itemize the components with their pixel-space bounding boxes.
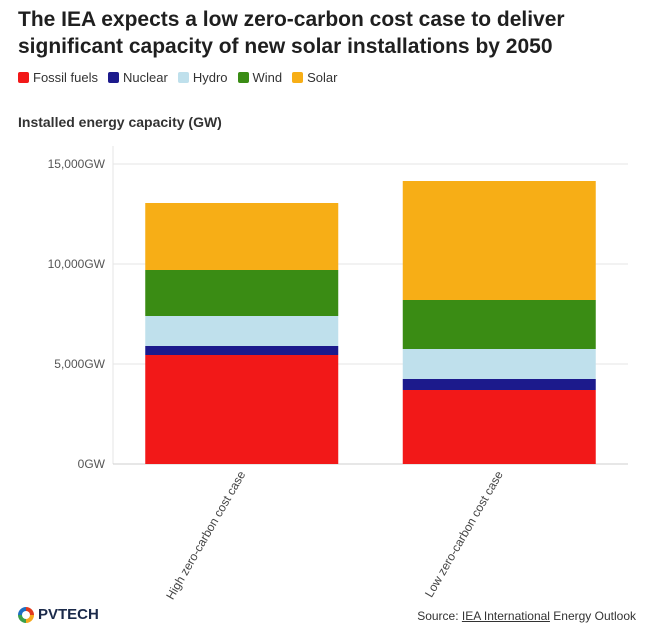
source-note: Source: IEA International Energy Outlook <box>417 609 636 623</box>
legend: Fossil fuels Nuclear Hydro Wind Solar <box>18 70 338 85</box>
legend-swatch-solar <box>292 72 304 83</box>
x-category-label-2: Low zero-carbon cost case <box>422 468 506 599</box>
pvtech-logo-text: PVTECH <box>38 606 99 623</box>
bar-fossil-fuels-2 <box>402 390 596 464</box>
bar-wind-1 <box>145 270 339 316</box>
legend-label-solar: Solar <box>307 70 338 85</box>
y-tick-label-15000: 15,000GW <box>48 157 106 171</box>
legend-label-wind: Wind <box>252 70 283 85</box>
legend-label-hydro: Hydro <box>192 70 228 85</box>
y-tick-label-10000: 10,000GW <box>48 257 106 271</box>
chart-title: The IEA expects a low zero-carbon cost c… <box>18 8 565 58</box>
x-category-label-1: High zero-carbon cost case <box>163 468 248 600</box>
bar-fossil-fuels-1 <box>145 355 339 464</box>
source-suffix: Energy Outlook <box>549 609 636 623</box>
y-tick-label-0: 0GW <box>78 457 106 471</box>
legend-swatch-wind <box>237 72 249 83</box>
bar-nuclear-1 <box>145 346 339 355</box>
source-prefix: Source: <box>417 609 462 623</box>
legend-item-hydro: Hydro <box>177 70 228 85</box>
bar-solar-2 <box>402 181 596 300</box>
bar-hydro-2 <box>402 349 596 379</box>
bar-nuclear-2 <box>402 379 596 390</box>
legend-item-solar: Solar <box>292 70 338 85</box>
y-tick-label-5000: 5,000GW <box>54 357 105 371</box>
legend-swatch-nuclear <box>108 72 120 83</box>
legend-label-fossil-fuels: Fossil fuels <box>33 70 99 85</box>
pvtech-logo-icon <box>18 606 34 623</box>
legend-swatch-fossil-fuels <box>18 72 29 83</box>
bar-solar-1 <box>145 203 339 270</box>
legend-item-fossil-fuels: Fossil fuels <box>18 70 98 85</box>
y-axis-title: Installed energy capacity (GW) <box>18 114 222 130</box>
legend-swatch-hydro <box>177 72 189 83</box>
stacked-bar-chart: 0GW 5,000GW 10,000GW 15,000GW High zero-carb… <box>48 146 628 600</box>
legend-item-nuclear: Nuclear <box>108 70 168 85</box>
source-link[interactable]: IEA International <box>461 609 550 623</box>
pvtech-logo: PVTECH <box>18 606 99 623</box>
bar-hydro-1 <box>145 316 339 346</box>
legend-item-wind: Wind <box>237 70 283 85</box>
legend-label-nuclear: Nuclear <box>123 70 168 85</box>
bar-wind-2 <box>402 300 596 349</box>
